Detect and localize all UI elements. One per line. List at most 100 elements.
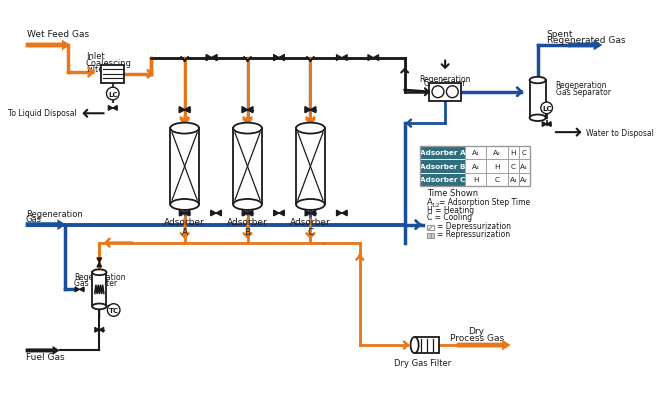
Polygon shape — [305, 108, 310, 113]
Polygon shape — [248, 108, 253, 113]
Polygon shape — [568, 40, 602, 51]
Bar — [486, 160, 508, 173]
Polygon shape — [97, 258, 102, 263]
Bar — [296, 129, 325, 205]
Text: C: C — [522, 150, 527, 156]
Bar — [486, 173, 508, 187]
Bar — [519, 146, 530, 160]
Text: LC: LC — [108, 91, 118, 97]
Text: TC: TC — [108, 307, 119, 313]
Text: Regenerated Gas: Regenerated Gas — [547, 36, 625, 45]
Polygon shape — [185, 211, 190, 216]
Text: C = Cooling: C = Cooling — [427, 213, 472, 222]
Ellipse shape — [296, 200, 325, 210]
Text: Inlet: Inlet — [86, 52, 104, 61]
Text: Fuel Gas: Fuel Gas — [26, 353, 64, 362]
Text: Filter: Filter — [86, 65, 107, 74]
Text: H: H — [495, 164, 500, 169]
Polygon shape — [216, 211, 221, 216]
Bar — [420, 160, 465, 173]
Text: Time Shown: Time Shown — [427, 189, 478, 198]
Ellipse shape — [92, 304, 106, 310]
Bar — [519, 173, 530, 187]
Text: Water to Disposal: Water to Disposal — [586, 128, 654, 137]
Bar — [530, 81, 546, 119]
Text: Adsorber B: Adsorber B — [420, 164, 465, 169]
Polygon shape — [79, 287, 84, 292]
Polygon shape — [26, 40, 70, 51]
Polygon shape — [248, 211, 253, 216]
Bar — [465, 146, 486, 160]
Text: Gas Separator: Gas Separator — [556, 87, 610, 96]
Circle shape — [541, 103, 553, 115]
Polygon shape — [305, 211, 310, 216]
Bar — [427, 225, 434, 231]
Polygon shape — [242, 108, 248, 113]
Text: Process Gas: Process Gas — [449, 333, 504, 342]
Bar — [519, 160, 530, 173]
Polygon shape — [95, 328, 99, 333]
Bar — [170, 129, 199, 205]
Text: Adsorber
C: Adsorber C — [290, 217, 330, 236]
Text: C: C — [511, 164, 516, 169]
Polygon shape — [336, 56, 342, 61]
Polygon shape — [97, 263, 102, 267]
Polygon shape — [368, 56, 373, 61]
Ellipse shape — [170, 124, 199, 134]
Polygon shape — [185, 108, 190, 113]
Text: Adsorber
A: Adsorber A — [164, 217, 205, 236]
Bar — [233, 129, 262, 205]
Text: Gas: Gas — [26, 215, 41, 224]
Bar — [486, 146, 508, 160]
Bar — [415, 337, 439, 353]
Polygon shape — [342, 211, 347, 216]
Bar — [420, 146, 465, 160]
Ellipse shape — [296, 124, 325, 134]
Ellipse shape — [233, 200, 262, 210]
Polygon shape — [457, 340, 510, 351]
Bar — [420, 173, 465, 187]
Text: A₂: A₂ — [472, 164, 480, 169]
Bar — [427, 233, 434, 238]
Bar — [465, 173, 486, 187]
Text: Regeneration: Regeneration — [419, 75, 471, 84]
Text: A₂: A₂ — [493, 150, 501, 156]
Bar — [429, 83, 461, 101]
Bar — [508, 160, 519, 173]
Text: Adsorber A: Adsorber A — [420, 150, 465, 156]
Text: Adsorber
B: Adsorber B — [227, 217, 268, 236]
Polygon shape — [242, 211, 248, 216]
Text: Gas Heater: Gas Heater — [74, 278, 117, 287]
Polygon shape — [273, 211, 279, 216]
Polygon shape — [206, 56, 212, 61]
Polygon shape — [26, 220, 66, 231]
Text: = Depressurization: = Depressurization — [437, 222, 511, 231]
Ellipse shape — [411, 337, 419, 353]
Text: 1,2: 1,2 — [432, 202, 440, 207]
Polygon shape — [212, 56, 217, 61]
Ellipse shape — [530, 115, 546, 122]
Ellipse shape — [170, 200, 199, 210]
Text: Regeneration: Regeneration — [26, 209, 82, 218]
Text: Regeneration: Regeneration — [556, 81, 607, 90]
Polygon shape — [185, 108, 190, 113]
Polygon shape — [75, 287, 79, 292]
Polygon shape — [310, 108, 316, 113]
Polygon shape — [99, 328, 104, 333]
Circle shape — [432, 87, 444, 99]
Text: Dry Gas Filter: Dry Gas Filter — [394, 358, 451, 367]
Bar — [508, 146, 519, 160]
Text: H: H — [473, 177, 478, 183]
Polygon shape — [547, 122, 551, 127]
Polygon shape — [242, 108, 248, 113]
Text: Adsorber C: Adsorber C — [420, 177, 465, 183]
Bar — [508, 173, 519, 187]
Text: H: H — [510, 150, 516, 156]
Text: Gas Cooler: Gas Cooler — [424, 79, 466, 88]
Polygon shape — [113, 106, 117, 111]
Polygon shape — [179, 108, 185, 113]
Polygon shape — [373, 56, 378, 61]
Polygon shape — [310, 211, 316, 216]
Polygon shape — [305, 108, 310, 113]
Polygon shape — [211, 211, 216, 216]
